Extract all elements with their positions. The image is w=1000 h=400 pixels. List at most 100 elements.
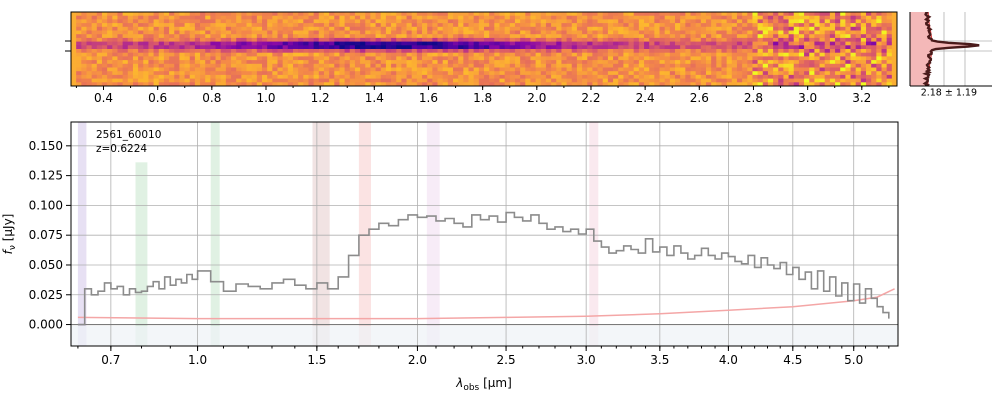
heatmap-cell (91, 56, 98, 61)
heatmap-cell (262, 19, 268, 24)
heatmap-cell (494, 49, 500, 54)
heatmap-cell (468, 30, 475, 35)
heatmap-cell (633, 30, 640, 35)
heatmap-cell (453, 82, 459, 86)
heatmap-cell (422, 23, 428, 28)
heatmap-cell (535, 41, 542, 46)
heatmap-cell (220, 23, 227, 28)
spectrum-2d-frame (70, 11, 898, 87)
heatmap-cell (463, 78, 469, 83)
heatmap-cell (148, 15, 154, 20)
heatmap-cell (282, 15, 289, 20)
heatmap-cell (514, 23, 521, 28)
heatmap-cell (659, 12, 666, 17)
heatmap-cell (158, 34, 165, 39)
heatmap-cell (484, 60, 490, 65)
heatmap-cell (613, 49, 619, 54)
heatmap-cell (127, 74, 134, 79)
heatmap-cell (329, 37, 335, 42)
heatmap-cell (747, 45, 753, 50)
heatmap-cell (644, 41, 650, 46)
heatmap-cell (597, 67, 604, 72)
heatmap-cell (303, 56, 309, 61)
heatmap-cell (545, 71, 552, 76)
heatmap-cell (881, 56, 888, 61)
heatmap-cell (282, 37, 289, 42)
heatmap-cell (695, 49, 702, 54)
heatmap-cell (824, 41, 831, 46)
heatmap-cell (886, 26, 893, 31)
heatmap-cell (437, 15, 444, 20)
heatmap-cell (458, 52, 464, 57)
heatmap-cell (881, 74, 888, 79)
heatmap-cell (561, 71, 567, 76)
heatmap-cell (881, 52, 888, 57)
heatmap-cell (272, 56, 278, 61)
heatmap-cell (582, 23, 588, 28)
heatmap-cell (468, 63, 475, 68)
x-axis-ticks: 0.7 1.0 1.5 2.0 2.5 3.0 3.5 4.0 4.5 5.0 (77, 346, 890, 367)
heatmap-cell (463, 15, 469, 20)
heatmap-cell (385, 12, 392, 17)
heatmap-cell (530, 12, 537, 17)
heatmap-cell (602, 60, 609, 65)
heatmap-cell (396, 63, 402, 68)
heatmap-cell (504, 23, 511, 28)
heatmap-cell (866, 52, 872, 57)
heatmap-cell (179, 19, 185, 24)
heatmap-cell (535, 19, 542, 24)
heatmap-cell (458, 45, 464, 50)
heatmap-cell (236, 49, 242, 54)
heatmap-cell (850, 34, 857, 39)
heatmap-cell (153, 60, 160, 65)
heatmap-cell (303, 71, 309, 76)
heatmap-cell (525, 34, 531, 39)
heatmap-cell (819, 45, 826, 50)
heatmap-cell (633, 23, 640, 28)
heatmap-cell (767, 26, 774, 31)
heatmap-cell (535, 67, 542, 72)
heatmap-cell (525, 30, 531, 35)
heatmap-cell (551, 12, 557, 17)
heatmap-cell (256, 78, 263, 83)
heatmap-cell (855, 78, 862, 83)
heatmap-cell (194, 74, 201, 79)
heatmap-cell (391, 41, 397, 46)
heatmap-cell (876, 71, 882, 76)
heatmap-cell (767, 34, 774, 39)
heatmap-cell (705, 34, 712, 39)
heatmap-cell (566, 37, 573, 42)
heatmap-cell (308, 60, 315, 65)
spectrum-2d-tick-label: 1.4 (365, 91, 384, 105)
heatmap-cell (525, 49, 531, 54)
heatmap-cell (122, 23, 129, 28)
spectrum-2d-tick-label: 3.2 (852, 91, 871, 105)
heatmap-cell (793, 63, 800, 68)
heatmap-cell (360, 78, 366, 83)
heatmap-cell (731, 15, 738, 20)
heatmap-cell (793, 67, 800, 72)
heatmap-cell (148, 60, 154, 65)
heatmap-cell (747, 78, 753, 83)
heatmap-cell (262, 12, 268, 17)
heatmap-cell (819, 52, 826, 57)
heatmap-cell (132, 45, 139, 50)
heatmap-cell (742, 23, 748, 28)
heatmap-cell (876, 34, 882, 39)
heatmap-cell (323, 41, 330, 46)
heatmap-cell (220, 78, 227, 83)
heatmap-cell (659, 63, 666, 68)
heatmap-cell (194, 37, 201, 42)
heatmap-cell (432, 60, 438, 65)
heatmap-cell (540, 82, 547, 86)
heatmap-cell (422, 56, 428, 61)
heatmap-cell (767, 63, 774, 68)
heatmap-cell (236, 67, 242, 72)
heatmap-cell (514, 63, 521, 68)
heatmap-cell (256, 71, 263, 76)
heatmap-cell (298, 34, 304, 39)
heatmap-cell (716, 19, 722, 24)
heatmap-cell (783, 12, 789, 17)
heatmap-cell (308, 41, 315, 46)
heatmap-cell (411, 26, 418, 31)
